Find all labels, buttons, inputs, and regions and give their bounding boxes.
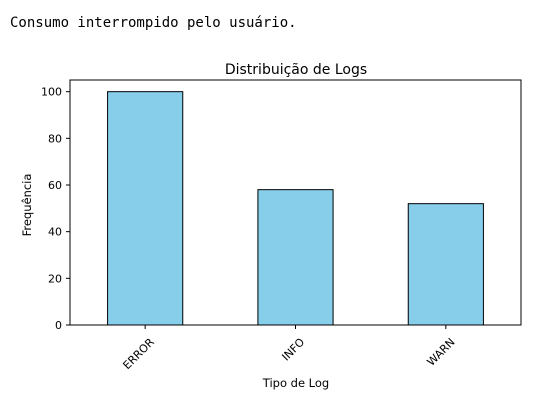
y-axis-label: Frequência bbox=[20, 174, 34, 237]
y-tick-label: 20 bbox=[48, 272, 62, 285]
x-axis-label: Tipo de Log bbox=[262, 376, 329, 390]
y-tick-label: 60 bbox=[48, 179, 62, 192]
plot-area-frame bbox=[69, 79, 522, 326]
y-axis: 0 20 40 60 80 100 bbox=[41, 86, 70, 332]
x-tick-label: ERROR bbox=[120, 335, 157, 372]
bar-warn bbox=[407, 203, 484, 326]
chart-title: Distribuição de Logs bbox=[225, 62, 367, 78]
y-tick-label: 0 bbox=[55, 319, 62, 332]
x-tick-label: WARN bbox=[425, 336, 458, 369]
y-tick-label: 100 bbox=[41, 86, 62, 99]
x-tick-label: INFO bbox=[279, 335, 307, 363]
x-axis: ERROR INFO WARN bbox=[120, 325, 458, 372]
bar-error bbox=[107, 91, 184, 326]
bar-info bbox=[257, 189, 334, 326]
bars-layer bbox=[107, 91, 484, 326]
y-tick-label: 40 bbox=[48, 226, 62, 239]
y-tick-label: 80 bbox=[48, 132, 62, 145]
console-output-message: Consumo interrompido pelo usuário. bbox=[10, 15, 297, 31]
